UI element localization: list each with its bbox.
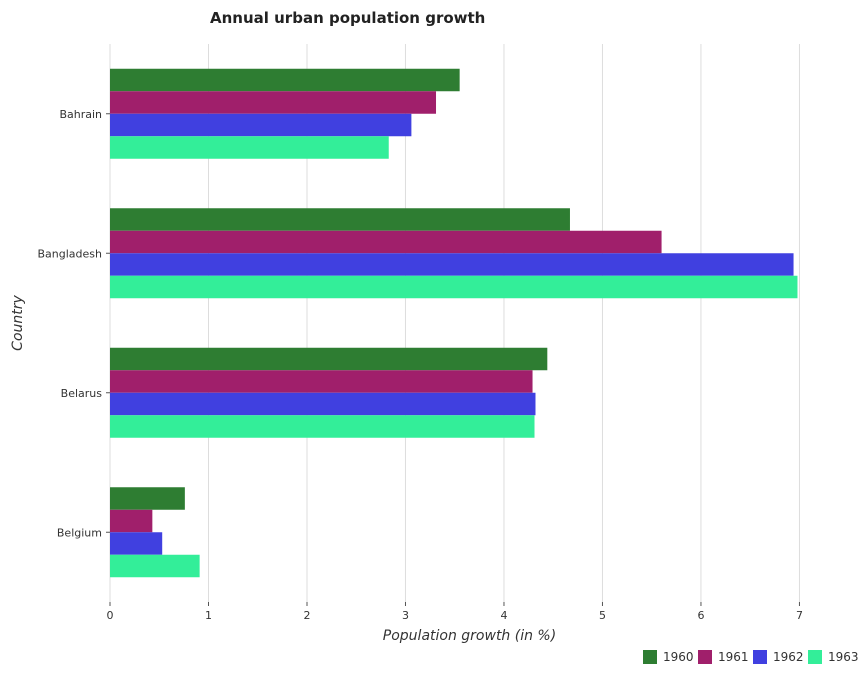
- bar-1961-bangladesh: [110, 230, 662, 254]
- x-axis-title: Population growth (in %): [383, 628, 556, 644]
- x-tick-label: 6: [697, 609, 704, 622]
- bar-1963-belarus: [110, 415, 535, 438]
- x-tick-label: 5: [599, 609, 606, 622]
- x-tick-label: 1: [205, 609, 212, 622]
- bar-1962-bangladesh: [110, 253, 794, 276]
- legend-label-1962: 1962: [773, 650, 804, 664]
- bar-1963-belgium: [110, 554, 200, 578]
- y-tick-label: Bahrain: [59, 108, 102, 121]
- y-axis-ticks: Bahrain Bangladesh Belarus Belgium: [38, 108, 110, 539]
- legend-swatch-1960: [643, 650, 657, 664]
- legend: 1960 1961 1962 1963: [643, 650, 858, 664]
- legend-swatch-1963: [808, 650, 822, 664]
- bars: [110, 68, 798, 578]
- x-tick-label: 4: [500, 609, 507, 622]
- bar-1960-belarus: [110, 347, 548, 371]
- bar-1962-belarus: [110, 392, 536, 416]
- legend-swatch-1961: [698, 650, 712, 664]
- bar-1962-bahrain: [110, 113, 412, 137]
- x-tick-label: 3: [402, 609, 409, 622]
- y-tick-label: Bangladesh: [38, 247, 103, 260]
- y-tick-label: Belgium: [57, 526, 102, 539]
- x-tick-label: 7: [796, 609, 803, 622]
- legend-label-1960: 1960: [663, 650, 694, 664]
- bar-1960-bangladesh: [110, 208, 570, 231]
- x-axis-ticks: 0 1 2 3 4 5 6 7: [107, 602, 803, 622]
- bar-1960-bahrain: [110, 68, 460, 92]
- y-axis-title: Country: [10, 294, 26, 350]
- legend-label-1963: 1963: [828, 650, 858, 664]
- legend-swatch-1962: [753, 650, 767, 664]
- bar-1962-belgium: [110, 532, 163, 555]
- bar-1961-bahrain: [110, 91, 437, 114]
- bar-1961-belarus: [110, 370, 533, 393]
- chart-title: Annual urban population growth: [210, 9, 485, 27]
- legend-label-1961: 1961: [718, 650, 749, 664]
- bar-1960-belgium: [110, 487, 185, 510]
- bar-1963-bahrain: [110, 136, 389, 159]
- x-tick-label: 0: [107, 609, 114, 622]
- y-tick-label: Belarus: [61, 387, 103, 400]
- bar-1961-belgium: [110, 509, 153, 533]
- x-tick-label: 2: [303, 609, 310, 622]
- bar-1963-bangladesh: [110, 275, 798, 299]
